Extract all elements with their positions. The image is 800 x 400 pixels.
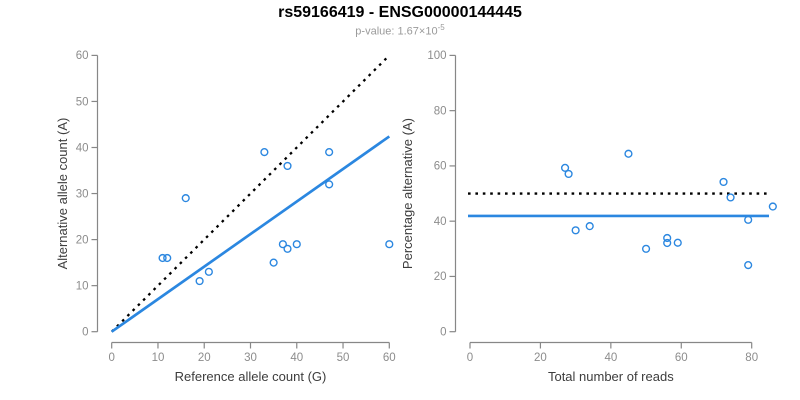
regression-line <box>110 135 391 333</box>
data-point <box>292 240 301 249</box>
page-title: rs59166419 - ENSG00000144445 <box>278 4 522 21</box>
y-tick-label: 60 <box>434 161 447 173</box>
y-tick-label: 80 <box>434 105 447 117</box>
y-tick-label: 0 <box>440 327 446 339</box>
p-value-subtitle: p-value: 1.67×10-5 <box>0 23 800 38</box>
p-value-exponent: -5 <box>437 23 445 32</box>
y-tick-label: 10 <box>76 280 89 292</box>
data-point <box>560 163 570 172</box>
x-tick-label: 40 <box>290 352 303 364</box>
y-tick-label: 60 <box>76 50 89 62</box>
x-tick-label: 30 <box>244 352 257 364</box>
data-point <box>204 267 213 276</box>
y-tick-label: 40 <box>434 216 447 228</box>
y-tick-label: 50 <box>76 96 89 108</box>
x-tick-label: 10 <box>152 352 165 364</box>
x-tick-label: 0 <box>467 352 473 364</box>
data-points <box>560 149 777 270</box>
y-tick-label: 100 <box>427 50 446 62</box>
x-tick-label: 60 <box>675 352 688 364</box>
y-axis-label: Alternative allele count (A) <box>55 118 70 270</box>
data-point <box>768 202 777 211</box>
data-point <box>269 258 278 267</box>
data-point <box>744 261 753 270</box>
data-point <box>385 240 394 249</box>
data-point <box>325 148 334 157</box>
x-axis: 0 20 40 60 80 <box>467 341 758 364</box>
data-point <box>283 161 292 171</box>
identity-line <box>110 54 391 333</box>
x-tick-label: 40 <box>604 352 617 364</box>
p-value-text: p-value: 1.67×10 <box>355 25 438 38</box>
x-tick-label: 20 <box>534 352 547 364</box>
data-point <box>571 226 580 235</box>
x-axis-label: Reference allele count (G) <box>175 369 327 384</box>
data-points <box>158 148 394 286</box>
y-tick-label: 20 <box>76 234 89 246</box>
data-point <box>744 215 753 224</box>
data-point <box>624 149 633 158</box>
x-tick-label: 0 <box>108 352 114 364</box>
data-point <box>719 177 728 187</box>
data-point <box>641 244 651 253</box>
data-point <box>663 238 672 248</box>
data-point <box>726 193 735 202</box>
data-point <box>195 276 204 286</box>
allele-count-scatter-plot: 0 10 20 30 40 50 60 0 10 20 30 40 50 60 Reference alle… <box>55 50 396 384</box>
y-tick-label: 30 <box>76 188 89 200</box>
reference-lines <box>468 192 769 218</box>
y-axis: 0 10 20 30 40 50 60 <box>76 50 99 339</box>
reference-lines <box>110 54 391 333</box>
percentage-alternative-scatter-plot: 0 20 40 60 80 100 0 20 40 60 80 Total number of rea… <box>400 50 777 384</box>
x-tick-label: 50 <box>337 352 350 364</box>
data-point <box>564 169 573 179</box>
x-axis: 0 10 20 30 40 50 60 <box>108 341 396 364</box>
data-point <box>283 244 292 253</box>
x-axis-label: Total number of reads <box>548 369 674 384</box>
x-tick-label: 80 <box>745 352 758 364</box>
data-point <box>163 253 172 263</box>
y-tick-label: 0 <box>82 327 88 339</box>
y-axis-label: Percentage alternative (A) <box>400 118 415 269</box>
data-point <box>260 148 269 157</box>
data-point <box>181 194 190 203</box>
data-point <box>663 233 672 243</box>
data-point <box>278 240 287 249</box>
y-tick-label: 20 <box>434 271 447 283</box>
y-tick-label: 40 <box>76 142 89 154</box>
x-tick-label: 60 <box>383 352 396 364</box>
data-point <box>673 238 682 247</box>
data-point <box>158 253 167 263</box>
y-axis: 0 20 40 60 80 100 <box>427 50 457 339</box>
data-point <box>325 180 334 189</box>
data-point <box>585 222 594 231</box>
x-tick-label: 20 <box>198 352 211 364</box>
